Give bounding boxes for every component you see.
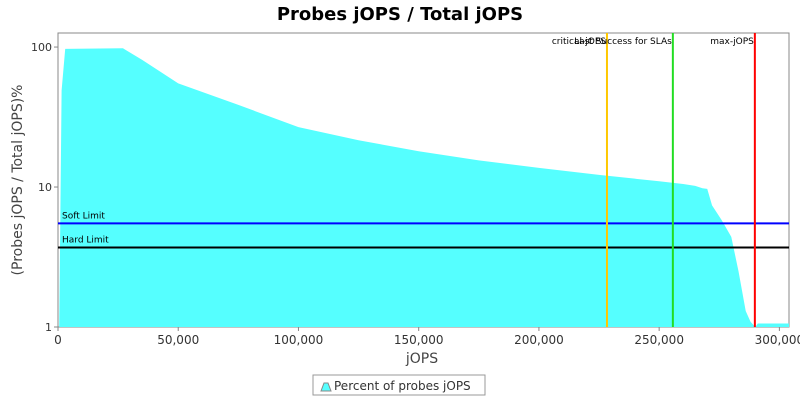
marker-label: Last Success for SLAs [574,37,672,47]
y-axis-title: (Probes jOPS / Total jOPS)% [10,85,26,276]
x-axis-title: jOPS [405,351,438,367]
x-tick-label: 200,000 [514,333,564,347]
x-tick-label: 250,000 [634,333,684,347]
limit-label: Hard Limit [62,235,109,245]
legend-swatch [320,382,332,392]
y-tick-label: 10 [38,181,52,194]
marker-label: max-jOPS [710,37,754,47]
x-tick-label: 300,000 [755,333,800,347]
legend-label: Percent of probes jOPS [334,379,471,393]
limit-label: Soft Limit [62,211,105,221]
y-tick-label: 100 [31,41,52,54]
chart-title: Probes jOPS / Total jOPS [277,4,523,25]
x-tick-label: 0 [54,333,62,347]
x-tick-label: 50,000 [157,333,199,347]
x-tick-label: 100,000 [274,333,324,347]
x-tick-label: 150,000 [394,333,444,347]
y-tick-label: 1 [45,321,52,334]
marker-label: critical-jOPS [552,37,606,47]
legend-box [312,374,486,396]
